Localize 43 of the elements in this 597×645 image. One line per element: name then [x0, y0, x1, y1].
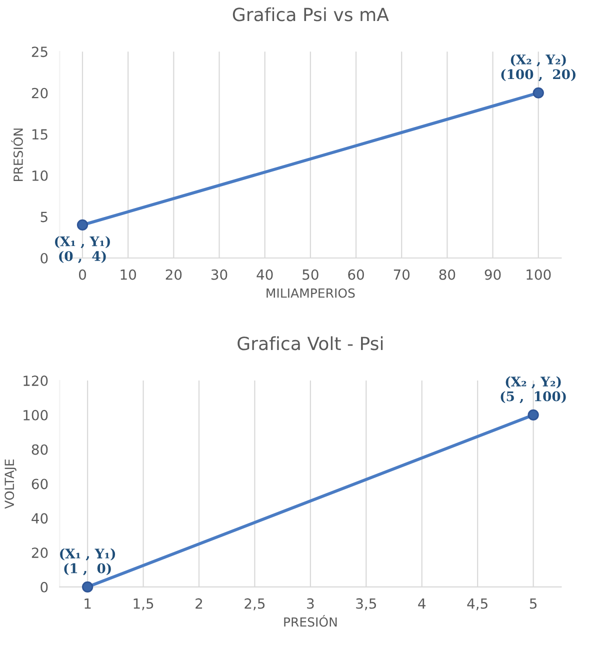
annotation: (X₁ , Y₁) (1 , 0) — [60, 548, 116, 576]
x-tick-label: 60 — [348, 269, 364, 280]
chart-title: Grafica Volt - Psi — [238, 336, 383, 350]
x-tick-label: 20 — [166, 269, 182, 280]
x-tick-label: 1 — [84, 598, 91, 609]
y-tick-label: 100 — [24, 410, 48, 420]
y-tick-label: 120 — [24, 376, 48, 386]
x-tick-label: 1,5 — [134, 598, 154, 610]
x-tick-label: 0 — [78, 269, 86, 280]
x-axis-title: MILIAMPERIOS — [266, 288, 355, 298]
x-tick-label: 100 — [526, 269, 551, 280]
x-tick-label: 3 — [307, 598, 314, 609]
y-tick-label: 20 — [32, 548, 48, 558]
x-tick-label: 2 — [196, 598, 202, 609]
annotation: (X₂ , Y₂) (100 , 20) — [501, 54, 576, 82]
x-tick-label: 2,5 — [244, 598, 265, 610]
x-tick-label: 10 — [120, 269, 136, 280]
y-tick-label: 10 — [32, 170, 48, 181]
x-axis-title: PRESIÓN — [284, 614, 337, 627]
y-tick-label: 60 — [32, 478, 48, 490]
x-tick-label: 4 — [418, 598, 426, 609]
y-tick-label: 15 — [32, 129, 48, 140]
annotation: (X₁ , Y₁) (0 , 4) — [55, 236, 110, 264]
x-tick-label: 4,5 — [467, 598, 488, 610]
x-tick-label: 90 — [484, 269, 501, 280]
y-tick-label: 5 — [40, 212, 48, 222]
y-tick-label: 0 — [40, 582, 48, 592]
y-tick-label: 25 — [32, 46, 48, 58]
y-axis-title: PRESIÓN — [11, 128, 23, 182]
x-tick-label: 40 — [256, 269, 273, 280]
x-tick-label: 50 — [302, 269, 318, 280]
y-tick-label: 40 — [32, 513, 48, 524]
x-tick-label: 5 — [530, 598, 537, 609]
annotation: (X₂ , Y₂) (5 , 100) — [500, 376, 566, 404]
chart-title: Grafica Psi vs mA — [232, 7, 389, 22]
y-tick-label: 20 — [32, 88, 48, 98]
x-tick-label: 70 — [394, 269, 410, 280]
y-tick-label: 80 — [32, 444, 48, 455]
x-tick-label: 3,5 — [356, 598, 376, 610]
y-tick-label: 0 — [40, 252, 48, 264]
x-tick-label: 30 — [211, 269, 228, 280]
x-tick-label: 80 — [439, 269, 456, 280]
y-axis-title: VOLTAJE — [4, 459, 16, 509]
